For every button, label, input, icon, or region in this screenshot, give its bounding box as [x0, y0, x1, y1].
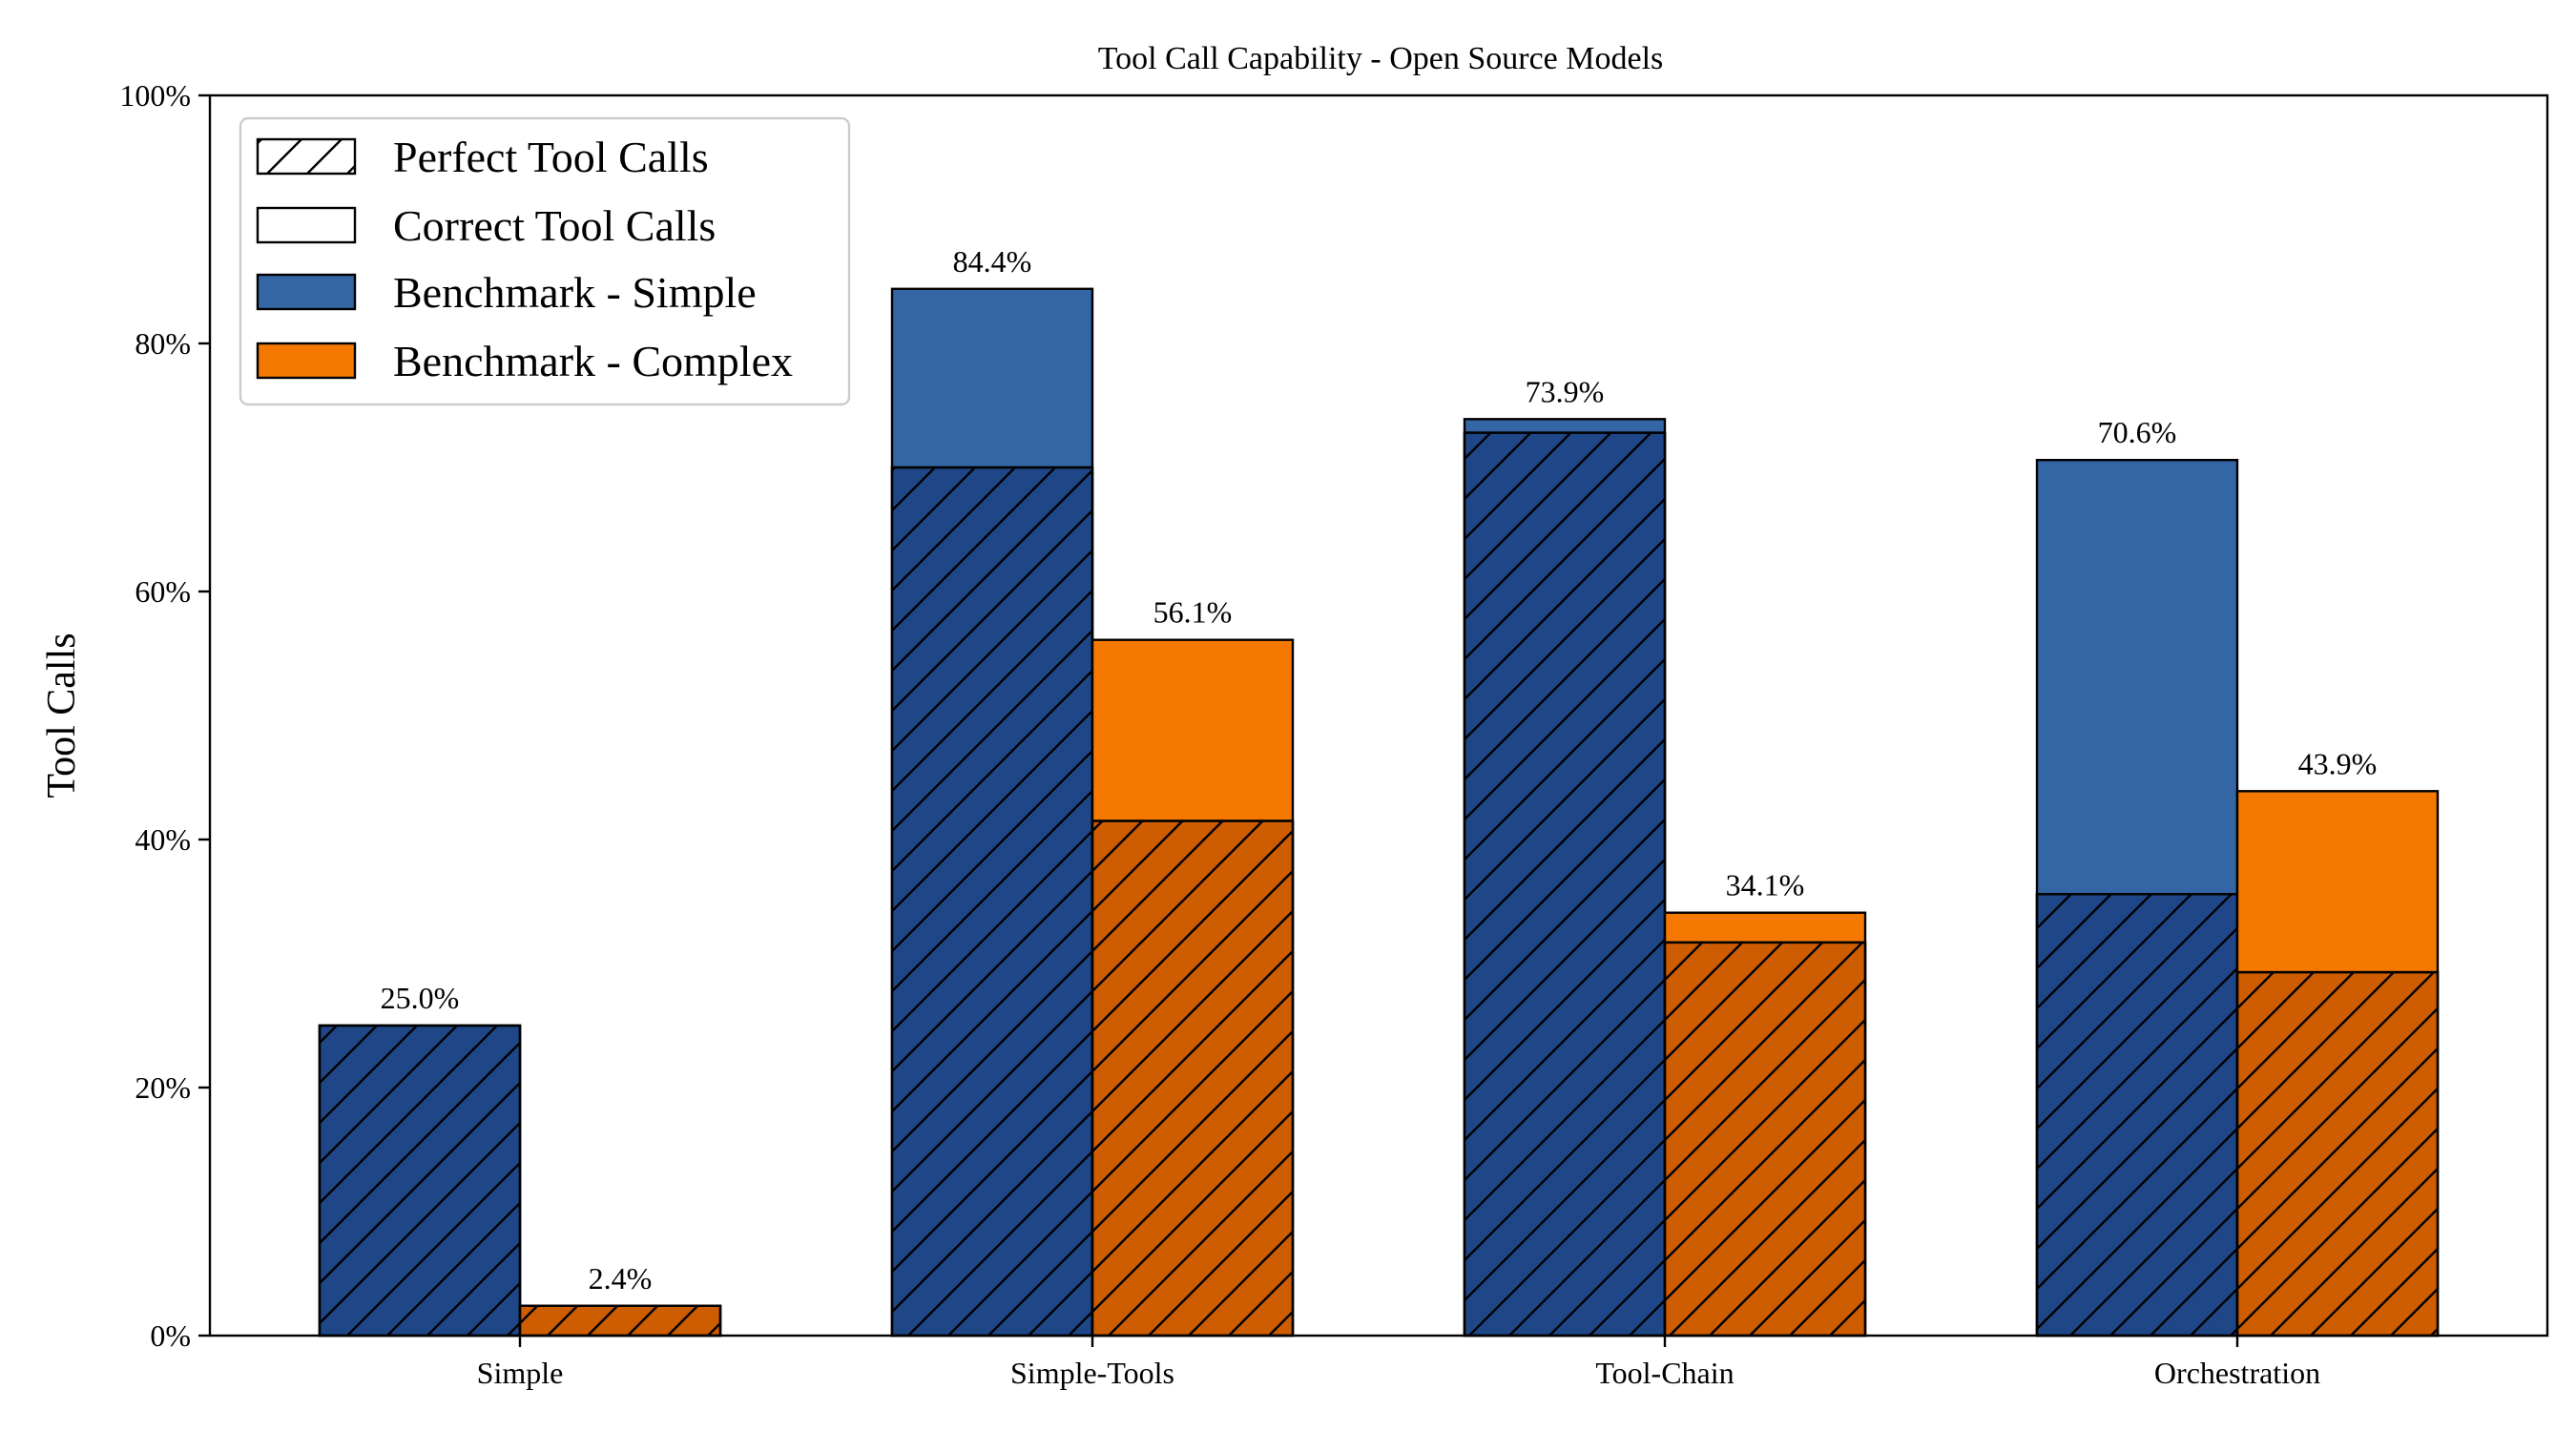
legend-swatch-simple	[256, 273, 357, 311]
legend-swatch-perfect	[256, 137, 357, 176]
legend-label-simple: Benchmark - Simple	[393, 268, 757, 317]
y-axis: 0% 20% 40% 60% 80% 100%	[119, 78, 210, 1353]
legend-label-complex: Benchmark - Complex	[393, 337, 793, 385]
data-label-simple-tool-chain: 73.9%	[1526, 374, 1605, 408]
bar-perfect-hatch-simple-orchestration	[2035, 893, 2239, 1338]
legend-swatch-correct	[256, 206, 357, 244]
data-label-simple-simple-tools: 84.4%	[953, 244, 1032, 279]
legend-frame	[239, 116, 851, 406]
chart-title: Tool Call Capability - Open Source Model…	[1098, 41, 1664, 76]
bar-perfect-hatch-simple-simple	[318, 1024, 522, 1338]
bar-perfect-hatch-simple-simple-tools	[890, 466, 1094, 1338]
bar-perfect-hatch-complex-orchestration	[2235, 970, 2440, 1338]
y-tick-label: 100%	[119, 78, 191, 113]
x-tick-label: Simple-Tools	[1010, 1356, 1174, 1390]
plot-frame	[208, 93, 2549, 1338]
legend-label-correct: Correct Tool Calls	[393, 201, 716, 250]
y-tick-label: 20%	[135, 1070, 191, 1105]
bar-perfect-hatch-complex-simple	[518, 1304, 722, 1338]
y-tick-label: 80%	[135, 326, 191, 361]
data-label-simple-orchestration: 70.6%	[2098, 415, 2177, 449]
x-axis: Simple Simple-Tools Tool-Chain Orchestratio…	[477, 1336, 2320, 1390]
bar-perfect-hatch-simple-tool-chain	[1463, 431, 1667, 1338]
data-label-complex-simple-tools: 56.1%	[1153, 595, 1233, 630]
bar-perfect-hatch-complex-tool-chain	[1663, 941, 1867, 1338]
y-tick-label: 0%	[150, 1318, 191, 1353]
bars-group	[318, 287, 2440, 1338]
x-tick-label: Tool-Chain	[1595, 1356, 1734, 1390]
legend: Perfect Tool Calls Correct Tool Calls Be…	[239, 116, 851, 406]
data-label-complex-simple: 2.4%	[589, 1261, 653, 1296]
bar-perfect-hatch-complex-simple-tools	[1091, 819, 1295, 1338]
data-label-complex-orchestration: 43.9%	[2298, 746, 2378, 780]
legend-swatch-complex	[256, 342, 357, 380]
y-axis-label: Tool Calls	[40, 633, 84, 798]
y-tick-label: 40%	[135, 822, 191, 857]
x-tick-label: Orchestration	[2154, 1356, 2320, 1390]
legend-label-perfect: Perfect Tool Calls	[393, 133, 709, 181]
data-label-simple-simple: 25.0%	[381, 981, 460, 1015]
y-tick-label: 60%	[135, 574, 191, 609]
x-tick-label: Simple	[477, 1356, 564, 1390]
data-labels-group: 25.0% 2.4% 84.4% 56.1% 73.9% 34.1% 70.6% 43.9%	[381, 244, 2378, 1296]
data-label-complex-tool-chain: 34.1%	[1726, 868, 1805, 902]
